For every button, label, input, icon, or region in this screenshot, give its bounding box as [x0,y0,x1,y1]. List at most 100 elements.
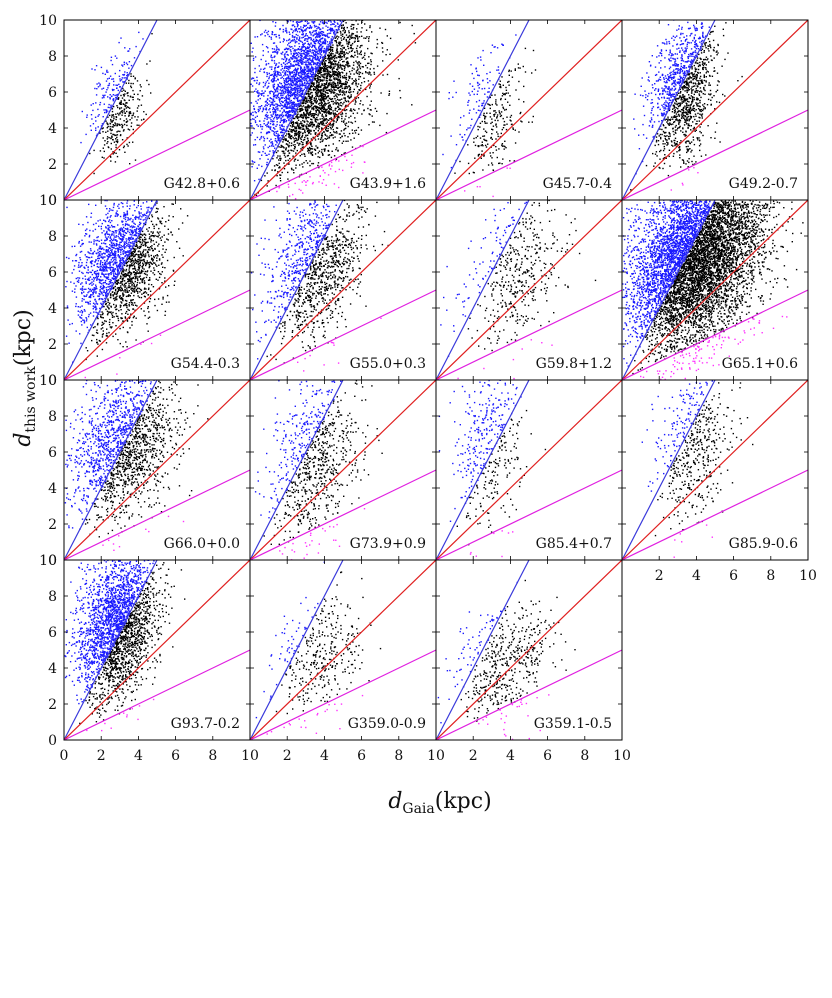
data-point [293,74,295,76]
data-point [281,76,283,78]
data-point [330,46,332,49]
data-point [274,25,277,27]
data-point [285,81,288,83]
data-point [701,48,704,50]
data-point [326,135,328,137]
data-point [121,110,123,113]
data-point [309,112,311,114]
data-point [340,101,342,104]
data-point [269,97,272,99]
data-point [699,41,701,43]
data-point [483,87,486,90]
data-point [289,46,292,48]
data-point [284,152,286,154]
data-point [317,84,319,86]
data-point [310,34,312,36]
data-point [320,85,322,87]
data-point [345,122,348,124]
data-point [308,77,310,79]
data-point [328,136,330,138]
data-point [290,65,292,67]
data-point [468,172,470,175]
data-point [319,156,321,159]
data-point [343,17,344,18]
data-point [332,103,335,105]
data-point [305,181,307,183]
data-point [317,113,320,115]
data-point [358,75,360,78]
data-point [343,132,345,135]
data-point [296,25,299,28]
data-point [347,140,349,142]
data-point [298,39,300,41]
data-point [374,107,377,110]
data-point [674,126,677,128]
data-point [340,65,342,67]
data-point [295,138,298,140]
data-point [299,137,302,139]
data-point [411,24,413,27]
data-point [98,114,100,116]
data-point [254,144,257,146]
data-point [298,136,300,138]
data-point [303,61,306,63]
data-point [716,84,719,86]
data-point [313,97,316,100]
data-point [649,120,651,122]
data-point [293,109,295,112]
data-point [251,85,254,87]
data-point [356,28,358,30]
data-point [481,144,483,146]
data-point [322,105,324,107]
data-point [325,67,328,69]
data-point [102,94,104,97]
data-point [333,81,335,83]
data-point [337,71,340,73]
data-point [496,116,498,118]
data-point [306,113,308,115]
data-point [264,105,266,108]
data-point [309,31,311,34]
data-point [321,135,324,137]
data-point [310,91,312,94]
data-point [346,36,349,39]
data-point [296,149,298,152]
panel-points [80,31,153,175]
data-point [492,195,494,198]
data-point [323,90,325,92]
data-point [679,67,682,69]
data-point [366,95,368,98]
data-point [303,45,306,48]
data-point [344,66,346,68]
data-point [316,100,318,103]
data-point [284,82,286,85]
data-point [136,107,139,109]
data-point [102,127,104,129]
data-point [286,117,289,119]
data-point [118,102,121,105]
data-point [310,84,312,87]
data-point [340,52,343,55]
data-point [481,120,483,123]
data-point [340,34,342,36]
data-point [312,52,315,54]
data-point [323,131,325,133]
data-point [666,139,668,141]
data-point [350,115,352,117]
data-point [277,133,279,135]
data-point [343,91,345,93]
data-point [287,21,289,23]
data-point [303,180,305,182]
data-point [338,90,340,92]
data-point [280,134,283,137]
data-point [289,125,292,127]
data-point [328,74,331,76]
data-point [326,41,329,43]
data-point [333,23,335,25]
data-point [279,128,281,130]
data-point [317,62,319,64]
data-point [301,116,303,119]
data-point [274,90,277,92]
data-point [487,164,490,166]
data-point [123,81,125,83]
